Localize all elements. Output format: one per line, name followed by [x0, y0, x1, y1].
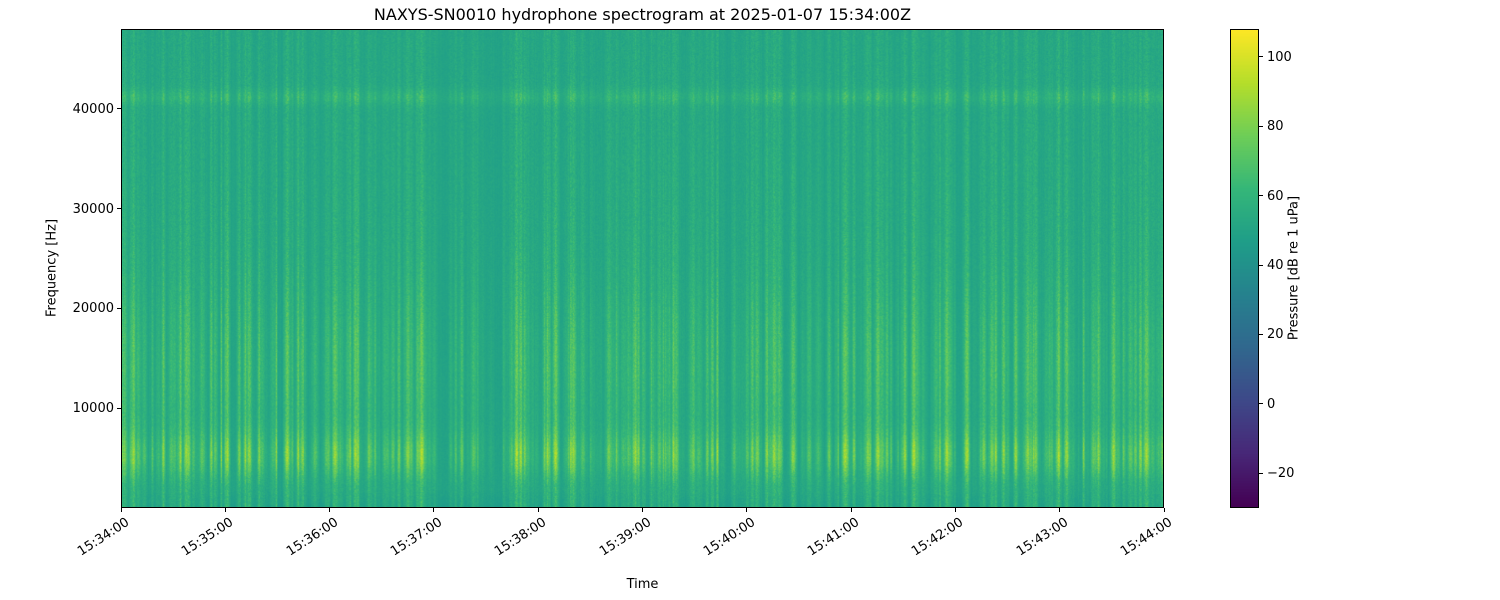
x-tick-label: 15:35:00 [179, 515, 237, 560]
x-axis-label: Time [626, 577, 659, 592]
y-tick-label: 20000 [72, 301, 114, 317]
colorbar-tick-mark [1259, 333, 1263, 335]
x-tick-mark [954, 508, 956, 512]
x-tick-label: 15:43:00 [1013, 515, 1071, 560]
x-tick-label: 15:36:00 [283, 515, 341, 560]
x-tick-mark [433, 508, 435, 512]
colorbar-tick-mark [1259, 195, 1263, 197]
colorbar-tick-label: 60 [1267, 188, 1284, 204]
y-tick-label: 40000 [72, 101, 114, 117]
x-tick-label: 15:37:00 [387, 515, 446, 560]
y-tick-mark [117, 208, 121, 210]
colorbar-tick-mark [1259, 472, 1263, 474]
x-tick-mark [224, 508, 226, 512]
colorbar-tick-label: 20 [1267, 327, 1284, 343]
x-tick-mark [120, 508, 122, 512]
colorbar-tick-mark [1259, 56, 1263, 58]
colorbar-tick-label: 40 [1267, 258, 1284, 274]
colorbar-tick-mark [1259, 403, 1263, 405]
colorbar-tick-label: 80 [1267, 119, 1284, 135]
x-tick-label: 15:41:00 [805, 515, 863, 560]
x-tick-mark [850, 508, 852, 512]
colorbar [1230, 29, 1259, 508]
x-tick-mark [1059, 508, 1061, 512]
x-tick-mark [537, 508, 539, 512]
colorbar-tick-label: 0 [1267, 396, 1276, 412]
plot-area [121, 29, 1164, 508]
x-tick-label: 15:44:00 [1118, 515, 1176, 560]
colorbar-tick-mark [1259, 264, 1263, 266]
x-tick-label: 15:39:00 [596, 515, 654, 560]
y-tick-label: 30000 [72, 201, 114, 217]
y-tick-mark [117, 307, 121, 309]
x-tick-label: 15:38:00 [492, 515, 550, 560]
y-tick-label: 10000 [72, 401, 114, 417]
colorbar-tick-mark [1259, 125, 1263, 127]
y-tick-mark [117, 407, 121, 409]
y-tick-mark [117, 108, 121, 110]
x-tick-mark [642, 508, 643, 512]
x-tick-label: 15:42:00 [909, 515, 967, 560]
colorbar-gradient-canvas [1231, 30, 1258, 507]
x-tick-mark [329, 508, 331, 512]
colorbar-tick-label: −20 [1267, 466, 1295, 482]
x-tick-mark [1163, 508, 1165, 512]
x-tick-mark [746, 508, 748, 512]
chart-title: NAXYS-SN0010 hydrophone spectrogram at 2… [373, 5, 912, 24]
spectrogram-heatmap-canvas [122, 30, 1163, 507]
colorbar-tick-label: 100 [1267, 49, 1292, 65]
colorbar-label: Pressure [dB re 1 uPa] [1286, 195, 1302, 341]
x-tick-label: 15:34:00 [75, 515, 133, 560]
x-tick-label: 15:40:00 [700, 515, 758, 560]
